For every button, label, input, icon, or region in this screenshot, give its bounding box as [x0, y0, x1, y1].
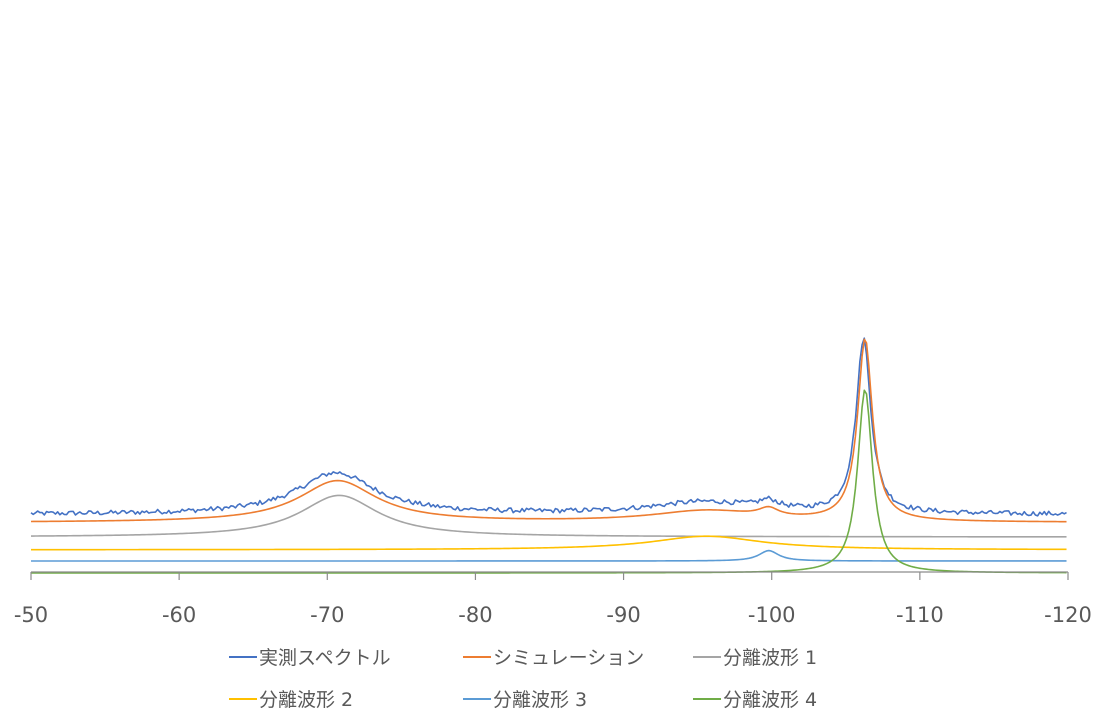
- legend-label: 分離波形 3: [493, 689, 587, 711]
- legend-label: シミュレーション: [493, 647, 644, 669]
- series-line-1: [30, 337, 1067, 517]
- series-line-2: [30, 338, 1067, 523]
- legend: 実測スペクトル シミュレーション 分離波形 1 分離波形 2 分離波形 3 分離波形 4: [229, 647, 817, 711]
- x-tick-label: -120: [1044, 603, 1092, 627]
- series-line-3: [30, 494, 1067, 538]
- x-tick-label: -110: [896, 603, 944, 627]
- legend-label: 実測スペクトル: [259, 647, 391, 669]
- x-tick-label: -50: [14, 603, 48, 627]
- x-tick-label: -80: [458, 603, 492, 627]
- legend-label: 分離波形 1: [723, 647, 817, 669]
- series-line-6: [31, 389, 1067, 574]
- series-line-5: [31, 549, 1067, 562]
- x-tick-label: -100: [748, 603, 796, 627]
- x-axis: -50 -60 -70 -80 -90 -100 -110 -120: [14, 571, 1092, 627]
- series-line-4: [31, 535, 1067, 551]
- legend-label: 分離波形 4: [723, 689, 817, 711]
- series-layer: [30, 337, 1067, 574]
- x-tick-label: -70: [310, 603, 344, 627]
- x-tick-label: -60: [162, 603, 196, 627]
- x-tick-label: -90: [606, 603, 640, 627]
- legend-label: 分離波形 2: [259, 689, 353, 711]
